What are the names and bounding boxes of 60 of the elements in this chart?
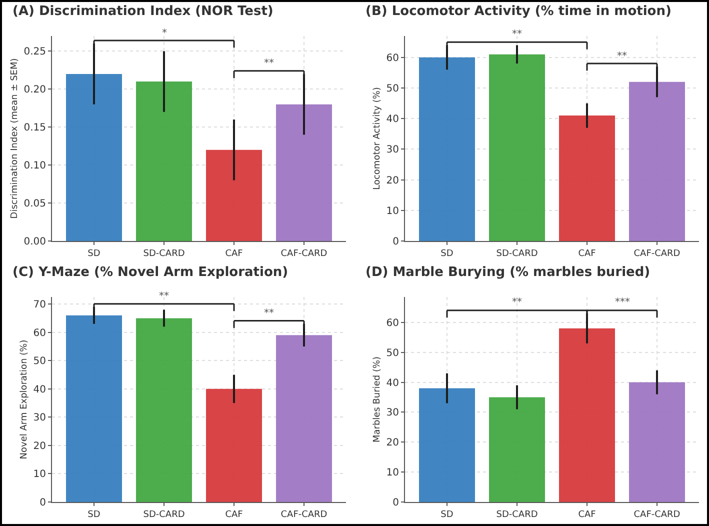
- y-tick-label: 50: [33, 356, 46, 368]
- y-tick-label: 50: [386, 348, 399, 359]
- y-tick-label: 0.25: [24, 46, 46, 58]
- annotation: **: [512, 297, 522, 308]
- x-tick-label: CAF-CARD: [280, 510, 328, 520]
- y-tick-label: 40: [386, 378, 399, 389]
- annotation: **: [617, 51, 627, 62]
- x-tick-label: CAF: [225, 510, 243, 520]
- chart-title: (C) Y-Maze (% Novel Arm Exploration): [12, 265, 288, 280]
- annotation: **: [159, 291, 169, 302]
- y-tick-label: 10: [386, 206, 399, 217]
- x-tick-label: SD-CARD: [496, 510, 538, 520]
- x-tick-label: CAF-CARD: [634, 248, 680, 259]
- chart-title: (A) Discrimination Index (NOR Test): [12, 4, 274, 20]
- y-axis-title: Marbles Buried (%): [372, 356, 383, 443]
- y-tick-label: 60: [386, 52, 399, 64]
- x-tick-label: SD: [88, 510, 100, 520]
- y-tick-label: 0: [392, 498, 399, 508]
- y-tick-label: 0.05: [24, 198, 46, 210]
- y-tick-label: 0: [392, 236, 399, 248]
- x-tick-label: CAF-CARD: [280, 248, 328, 259]
- chart-title: (B) Locomotor Activity (% time in motion): [366, 4, 672, 20]
- y-tick-label: 20: [33, 440, 46, 452]
- y-axis-title: Novel Arm Exploration (%): [20, 340, 30, 460]
- y-axis-title: Discrimination Index (mean ± SEM): [10, 58, 20, 219]
- annotation: **: [264, 308, 274, 319]
- y-tick-label: 0.00: [24, 236, 46, 248]
- annotation: **: [264, 58, 274, 69]
- y-tick-label: 30: [386, 144, 399, 156]
- y-tick-label: 40: [386, 114, 399, 126]
- x-tick-label: SD: [440, 510, 454, 520]
- x-tick-label: SD: [440, 248, 454, 259]
- chart-title: (D) Marble Burying (% marbles buried): [366, 265, 650, 280]
- x-tick-label: CAF: [225, 248, 243, 259]
- x-tick-label: SD-CARD: [496, 248, 538, 259]
- y-tick-label: 10: [386, 468, 399, 479]
- x-tick-label: CAF-CARD: [634, 510, 680, 520]
- y-tick-label: 20: [386, 438, 399, 449]
- y-tick-label: 10: [33, 469, 46, 480]
- y-tick-label: 60: [386, 318, 399, 329]
- y-tick-label: 0.15: [24, 122, 46, 134]
- y-tick-label: 60: [33, 328, 46, 339]
- x-tick-label: SD-CARD: [143, 510, 185, 520]
- y-tick-label: 30: [33, 412, 46, 424]
- y-tick-label: 20: [386, 175, 399, 186]
- y-tick-label: 40: [33, 384, 46, 396]
- x-tick-label: CAF: [578, 248, 596, 259]
- y-tick-label: 0: [40, 498, 46, 508]
- x-tick-label: CAF: [578, 510, 596, 520]
- y-tick-label: 30: [386, 408, 399, 419]
- x-tick-label: SD: [88, 248, 100, 259]
- annotation: **: [512, 29, 522, 40]
- y-tick-label: 50: [386, 84, 399, 95]
- annotation: *: [162, 28, 167, 39]
- y-tick-label: 70: [33, 300, 46, 311]
- annotation: ***: [615, 297, 630, 308]
- y-axis-title: Locomotor Activity (%): [372, 87, 383, 190]
- y-tick-label: 0.10: [24, 160, 46, 172]
- y-tick-label: 0.20: [24, 84, 46, 96]
- x-tick-label: SD-CARD: [143, 248, 185, 259]
